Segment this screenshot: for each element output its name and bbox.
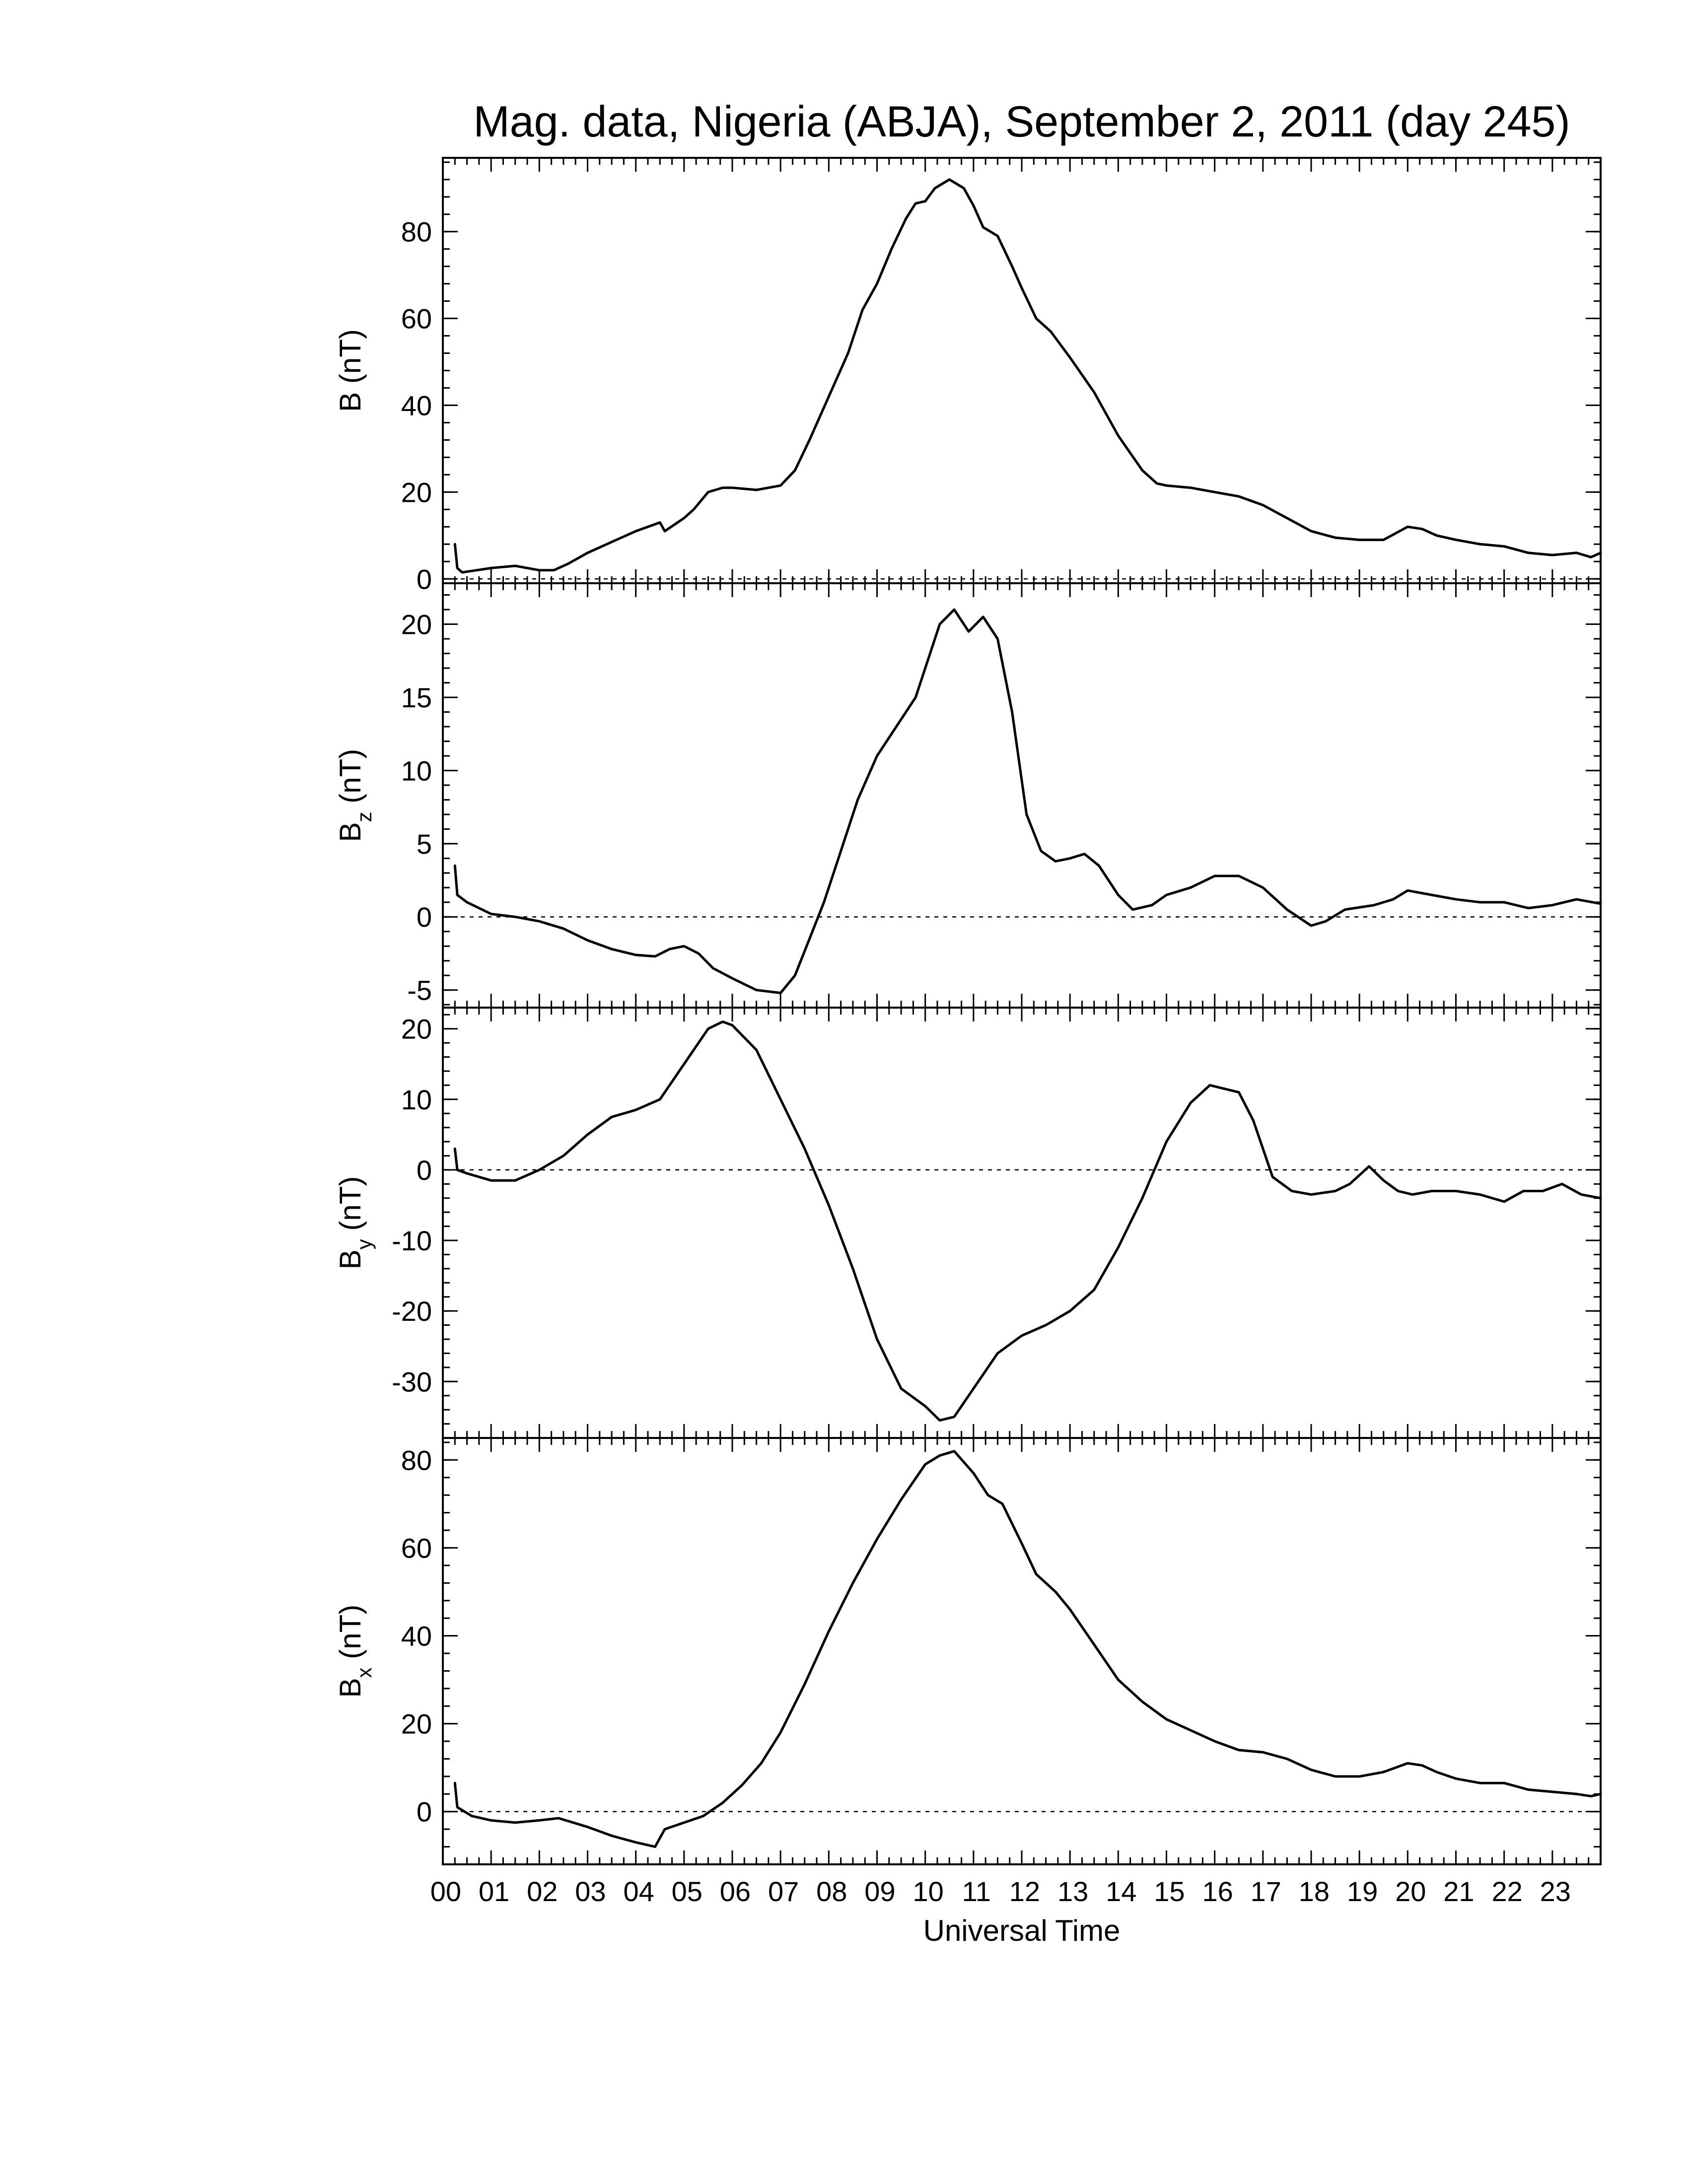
y-tick-label: 60	[401, 1532, 432, 1564]
x-tick-label: 18	[1299, 1876, 1330, 1907]
x-tick-label: 06	[720, 1876, 751, 1907]
panel-B: 0 20 40 60 80 B (nT)	[334, 157, 1602, 595]
series-line-B	[453, 178, 1602, 574]
x-tick-label: 09	[864, 1876, 895, 1907]
x-axis-label: Universal Time	[923, 1914, 1121, 1947]
x-tick-label: 16	[1202, 1876, 1233, 1907]
x-tick-label: 19	[1347, 1876, 1378, 1907]
y-axis-label: By (nT)	[334, 1176, 376, 1270]
y-axis-label: B (nT)	[334, 329, 367, 412]
x-tick-label: 10	[913, 1876, 943, 1907]
series-line-By	[453, 1020, 1602, 1422]
y-tick-label: 0	[417, 1155, 432, 1186]
y-tick-label: 60	[401, 303, 432, 335]
series-line-Bz	[453, 608, 1602, 994]
x-tick-label: 15	[1154, 1876, 1185, 1907]
y-tick-label: 40	[401, 1621, 432, 1652]
y-tick-label: 15	[401, 682, 432, 713]
y-tick-label: 20	[401, 1708, 432, 1740]
x-tick-label: 00	[430, 1876, 461, 1907]
x-tick-label: 20	[1395, 1876, 1426, 1907]
x-tick-label: 22	[1491, 1876, 1522, 1907]
plot-panels: 0 20 40 60 80 B (nT) -5 0 5 10 15 20 Bz (nT) -30 -20 -1…	[334, 157, 1602, 1865]
y-tick-label: -30	[392, 1366, 432, 1397]
y-tick-label: -20	[392, 1296, 432, 1327]
y-tick-label: 5	[417, 828, 432, 860]
x-tick-label: 08	[816, 1876, 847, 1907]
y-tick-label: 0	[417, 901, 432, 933]
panel-frame	[442, 1007, 1602, 1439]
x-axis: 00 01 02 03 04 05 06 07 08 09 10 11 12 13 14 15 16 17 18 19…	[430, 1876, 1571, 1907]
y-tick-label: 20	[401, 609, 432, 640]
y-tick-label: 10	[401, 1084, 432, 1115]
y-axis-label: Bz (nT)	[334, 749, 376, 842]
y-tick-label: 80	[401, 216, 432, 248]
y-tick-label: 10	[401, 755, 432, 786]
y-tick-label: 0	[417, 1796, 432, 1828]
x-tick-label: 01	[479, 1876, 509, 1907]
x-tick-label: 05	[672, 1876, 703, 1907]
x-tick-label: 17	[1251, 1876, 1281, 1907]
y-tick-label: 20	[401, 1014, 432, 1045]
y-axis-label: Bx (nT)	[334, 1605, 376, 1698]
x-tick-label: 23	[1540, 1876, 1571, 1907]
x-tick-label: 07	[768, 1876, 799, 1907]
panel-frame	[442, 157, 1602, 584]
chart-title: Mag. data, Nigeria (ABJA), September 2, …	[473, 97, 1570, 146]
y-tick-label: 40	[401, 390, 432, 421]
x-tick-label: 14	[1106, 1876, 1136, 1907]
panel-frame	[442, 1437, 1602, 1865]
series-line-Bx	[453, 1450, 1602, 1848]
x-tick-label: 11	[962, 1876, 991, 1907]
panel-By: -30 -20 -10 0 10 20 By (nT)	[334, 1007, 1602, 1439]
y-tick-label: 20	[401, 477, 432, 508]
y-tick-label: -10	[392, 1225, 432, 1256]
y-tick-label: -5	[407, 975, 432, 1006]
x-tick-label: 13	[1057, 1876, 1088, 1907]
y-tick-label: 80	[401, 1444, 432, 1476]
panel-frame	[442, 582, 1602, 1009]
x-tick-label: 02	[527, 1876, 558, 1907]
y-tick-label: 0	[417, 563, 432, 595]
panel-Bz: -5 0 5 10 15 20 Bz (nT)	[334, 582, 1602, 1009]
x-tick-label: 21	[1443, 1876, 1474, 1907]
x-tick-label: 12	[1009, 1876, 1040, 1907]
panel-Bx: 0 20 40 60 80 Bx (nT)	[334, 1437, 1602, 1865]
x-tick-label: 04	[623, 1876, 654, 1907]
x-tick-label: 03	[575, 1876, 606, 1907]
